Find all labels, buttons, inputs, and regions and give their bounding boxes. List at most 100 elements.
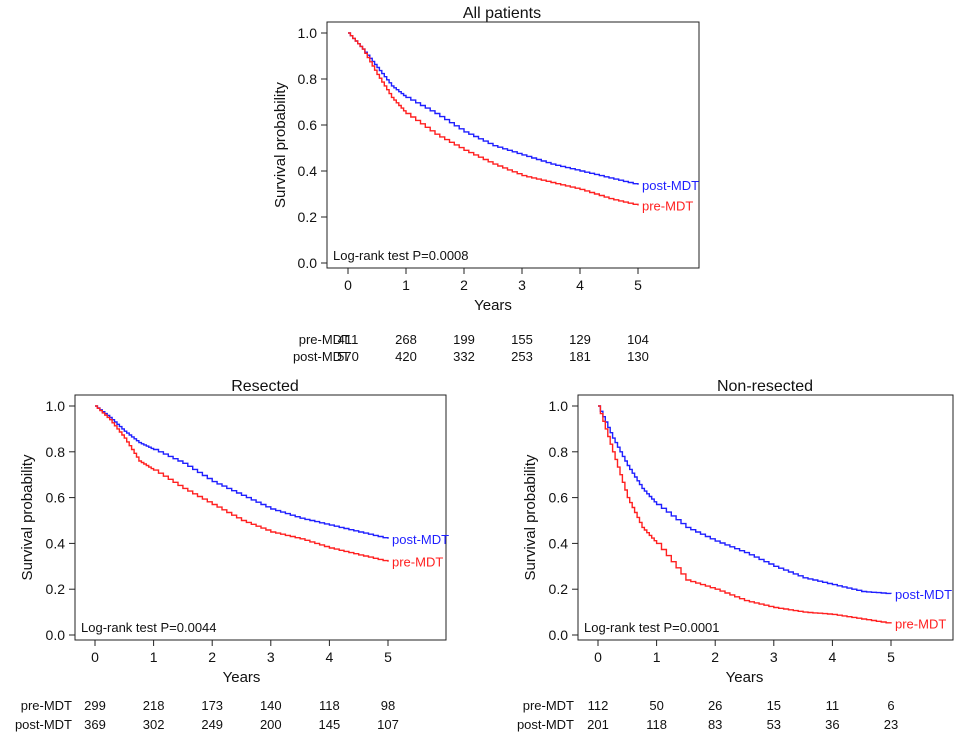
- risk-count: 155: [511, 332, 533, 347]
- y-tick-label: 0.4: [549, 535, 569, 551]
- risk-count: 302: [143, 717, 165, 732]
- risk-count: 268: [395, 332, 417, 347]
- chart-title: All patients: [463, 5, 541, 22]
- risk-count: 107: [377, 717, 399, 732]
- risk-count: 253: [511, 349, 533, 364]
- km-panel-1: Resected 0.0 0.2 0.4 0.6 0.8 1.0 0 1 2 3 4 5 Years Sur…: [15, 378, 449, 732]
- x-tick-label: 0: [344, 277, 352, 293]
- risk-count: 23: [884, 717, 898, 732]
- km-panel-0: All patients 0.0 0.2 0.4 0.6 0.8 1.0 0 1 2 3 4 5 Year…: [272, 5, 700, 364]
- risk-row-label: pre-MDT: [299, 332, 350, 347]
- risk-count: 129: [569, 332, 591, 347]
- series-end-label: pre-MDT: [895, 617, 946, 632]
- risk-count: 112: [588, 698, 609, 713]
- y-tick-label: 0.0: [46, 627, 66, 643]
- risk-count: 218: [143, 698, 165, 713]
- y-tick-label: 0.8: [298, 71, 318, 87]
- risk-row-label: post-MDT: [517, 717, 574, 732]
- km-curve-post-mdt: [348, 32, 639, 185]
- x-tick-label: 4: [829, 649, 837, 665]
- logrank-annotation: Log-rank test P=0.0001: [584, 620, 720, 635]
- risk-count: 140: [260, 698, 282, 713]
- risk-count: 130: [627, 349, 649, 364]
- km-curve-post-mdt: [95, 405, 389, 539]
- series-end-label: post-MDT: [642, 178, 699, 193]
- risk-count: 98: [381, 698, 395, 713]
- y-tick-label: 0.0: [298, 255, 318, 271]
- x-tick-label: 5: [887, 649, 895, 665]
- chart-title: Non-resected: [717, 378, 813, 395]
- series-end-label: pre-MDT: [642, 199, 693, 214]
- km-curve-pre-mdt: [598, 405, 892, 624]
- risk-count: 11: [826, 698, 840, 713]
- logrank-annotation: Log-rank test P=0.0044: [81, 620, 217, 635]
- y-tick-label: 0.6: [298, 117, 318, 133]
- risk-row-label: pre-MDT: [21, 698, 72, 713]
- plot-frame: [74, 394, 447, 641]
- x-tick-label: 3: [267, 649, 275, 665]
- risk-count: 26: [708, 698, 722, 713]
- risk-count: 299: [84, 698, 106, 713]
- risk-count: 104: [627, 332, 649, 347]
- risk-count: 332: [453, 349, 475, 364]
- risk-count: 118: [646, 717, 667, 732]
- x-axis-label: Years: [474, 297, 512, 314]
- y-axis-label: Survival probability: [522, 454, 539, 580]
- x-tick-label: 1: [402, 277, 410, 293]
- y-tick-label: 1.0: [298, 25, 318, 41]
- x-axis-label: Years: [223, 669, 261, 686]
- y-tick-label: 0.6: [46, 490, 66, 506]
- x-axis-label: Years: [726, 669, 764, 686]
- risk-count: 145: [319, 717, 341, 732]
- x-tick-label: 5: [384, 649, 392, 665]
- risk-count: 420: [395, 349, 417, 364]
- y-tick-label: 0.2: [549, 581, 569, 597]
- km-curve-pre-mdt: [348, 32, 639, 206]
- x-tick-label: 0: [594, 649, 602, 665]
- risk-count: 570: [337, 349, 359, 364]
- x-tick-label: 2: [711, 649, 719, 665]
- y-tick-label: 0.8: [549, 444, 569, 460]
- y-tick-label: 0.2: [298, 209, 318, 225]
- risk-count: 199: [453, 332, 475, 347]
- risk-row-label: post-MDT: [293, 349, 350, 364]
- risk-count: 181: [569, 349, 591, 364]
- risk-count: 201: [587, 717, 609, 732]
- y-tick-label: 0.8: [46, 444, 66, 460]
- plot-frame: [326, 21, 700, 269]
- y-tick-label: 1.0: [549, 398, 569, 414]
- y-tick-label: 0.6: [549, 490, 569, 506]
- y-tick-label: 0.4: [46, 535, 66, 551]
- x-tick-label: 4: [576, 277, 584, 293]
- x-tick-label: 0: [91, 649, 99, 665]
- risk-count: 411: [338, 332, 359, 347]
- y-axis-label: Survival probability: [272, 82, 289, 208]
- x-tick-label: 2: [460, 277, 468, 293]
- x-tick-label: 4: [326, 649, 334, 665]
- x-tick-label: 2: [208, 649, 216, 665]
- risk-count: 249: [201, 717, 223, 732]
- chart-title: Resected: [231, 378, 299, 395]
- x-tick-label: 5: [634, 277, 642, 293]
- risk-count: 83: [708, 717, 722, 732]
- y-tick-label: 0.4: [298, 163, 318, 179]
- risk-count: 15: [767, 698, 781, 713]
- logrank-annotation: Log-rank test P=0.0008: [333, 248, 469, 263]
- risk-count: 200: [260, 717, 282, 732]
- risk-count: 36: [825, 717, 839, 732]
- km-curve-pre-mdt: [95, 405, 389, 562]
- y-tick-label: 1.0: [46, 398, 66, 414]
- risk-count: 173: [201, 698, 223, 713]
- risk-row-label: post-MDT: [15, 717, 72, 732]
- risk-count: 369: [84, 717, 106, 732]
- x-tick-label: 1: [150, 649, 158, 665]
- series-end-label: post-MDT: [392, 532, 449, 547]
- km-curve-post-mdt: [598, 405, 892, 595]
- risk-count: 53: [767, 717, 781, 732]
- series-end-label: post-MDT: [895, 587, 952, 602]
- y-tick-label: 0.0: [549, 627, 569, 643]
- y-axis-label: Survival probability: [19, 454, 36, 580]
- risk-count: 6: [887, 698, 894, 713]
